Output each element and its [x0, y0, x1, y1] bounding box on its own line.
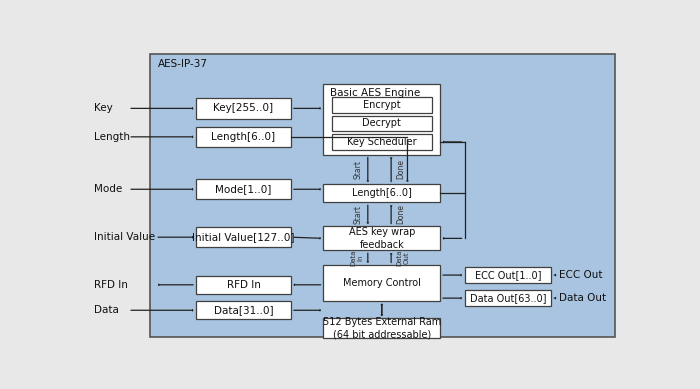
Text: Decrypt: Decrypt — [363, 118, 401, 128]
Text: Key: Key — [94, 103, 113, 113]
FancyBboxPatch shape — [332, 116, 432, 131]
Text: Start: Start — [354, 205, 363, 224]
Text: Data
Out: Data Out — [397, 250, 410, 266]
Text: Data
In: Data In — [351, 250, 363, 266]
FancyBboxPatch shape — [323, 184, 440, 202]
Text: RFD In: RFD In — [94, 280, 128, 290]
Text: AES key wrap
feedback: AES key wrap feedback — [349, 227, 415, 250]
Text: RFD In: RFD In — [227, 280, 260, 290]
FancyBboxPatch shape — [465, 267, 552, 283]
FancyBboxPatch shape — [196, 227, 291, 247]
FancyBboxPatch shape — [332, 97, 432, 112]
Text: Data Out: Data Out — [559, 293, 607, 303]
FancyBboxPatch shape — [323, 84, 440, 154]
Text: Data Out[63..0]: Data Out[63..0] — [470, 293, 546, 303]
Text: AES-IP-37: AES-IP-37 — [158, 59, 208, 69]
Text: ECC Out[1..0]: ECC Out[1..0] — [475, 270, 541, 280]
FancyBboxPatch shape — [196, 276, 291, 294]
Text: Key[255..0]: Key[255..0] — [214, 103, 274, 113]
FancyBboxPatch shape — [323, 265, 440, 301]
Text: Done: Done — [396, 159, 405, 179]
Text: Start: Start — [354, 160, 363, 179]
Text: 512 Bytes External Ram
(64 bit addressable): 512 Bytes External Ram (64 bit addressab… — [323, 317, 441, 339]
FancyBboxPatch shape — [323, 318, 440, 338]
Text: Key Scheduler: Key Scheduler — [347, 137, 416, 147]
Text: Length[6..0]: Length[6..0] — [211, 132, 276, 142]
FancyBboxPatch shape — [150, 54, 615, 337]
Text: Mode: Mode — [94, 184, 122, 194]
Text: Initial Value[127..0]: Initial Value[127..0] — [193, 232, 295, 242]
Text: Data[31..0]: Data[31..0] — [214, 305, 273, 315]
FancyBboxPatch shape — [196, 179, 291, 200]
Text: Basic AES Engine: Basic AES Engine — [330, 88, 420, 98]
Text: Initial Value: Initial Value — [94, 232, 155, 242]
Text: Memory Control: Memory Control — [343, 278, 421, 288]
FancyBboxPatch shape — [465, 290, 552, 307]
Text: Done: Done — [396, 204, 405, 224]
FancyBboxPatch shape — [196, 301, 291, 319]
FancyBboxPatch shape — [323, 226, 440, 251]
FancyBboxPatch shape — [332, 134, 432, 150]
FancyBboxPatch shape — [196, 127, 291, 147]
FancyBboxPatch shape — [196, 98, 291, 119]
Text: Encrypt: Encrypt — [363, 100, 400, 110]
Text: ECC Out: ECC Out — [559, 270, 603, 280]
Text: Length[6..0]: Length[6..0] — [352, 188, 412, 198]
Text: Length: Length — [94, 132, 130, 142]
Text: Mode[1..0]: Mode[1..0] — [216, 184, 272, 194]
Text: Data: Data — [94, 305, 119, 315]
